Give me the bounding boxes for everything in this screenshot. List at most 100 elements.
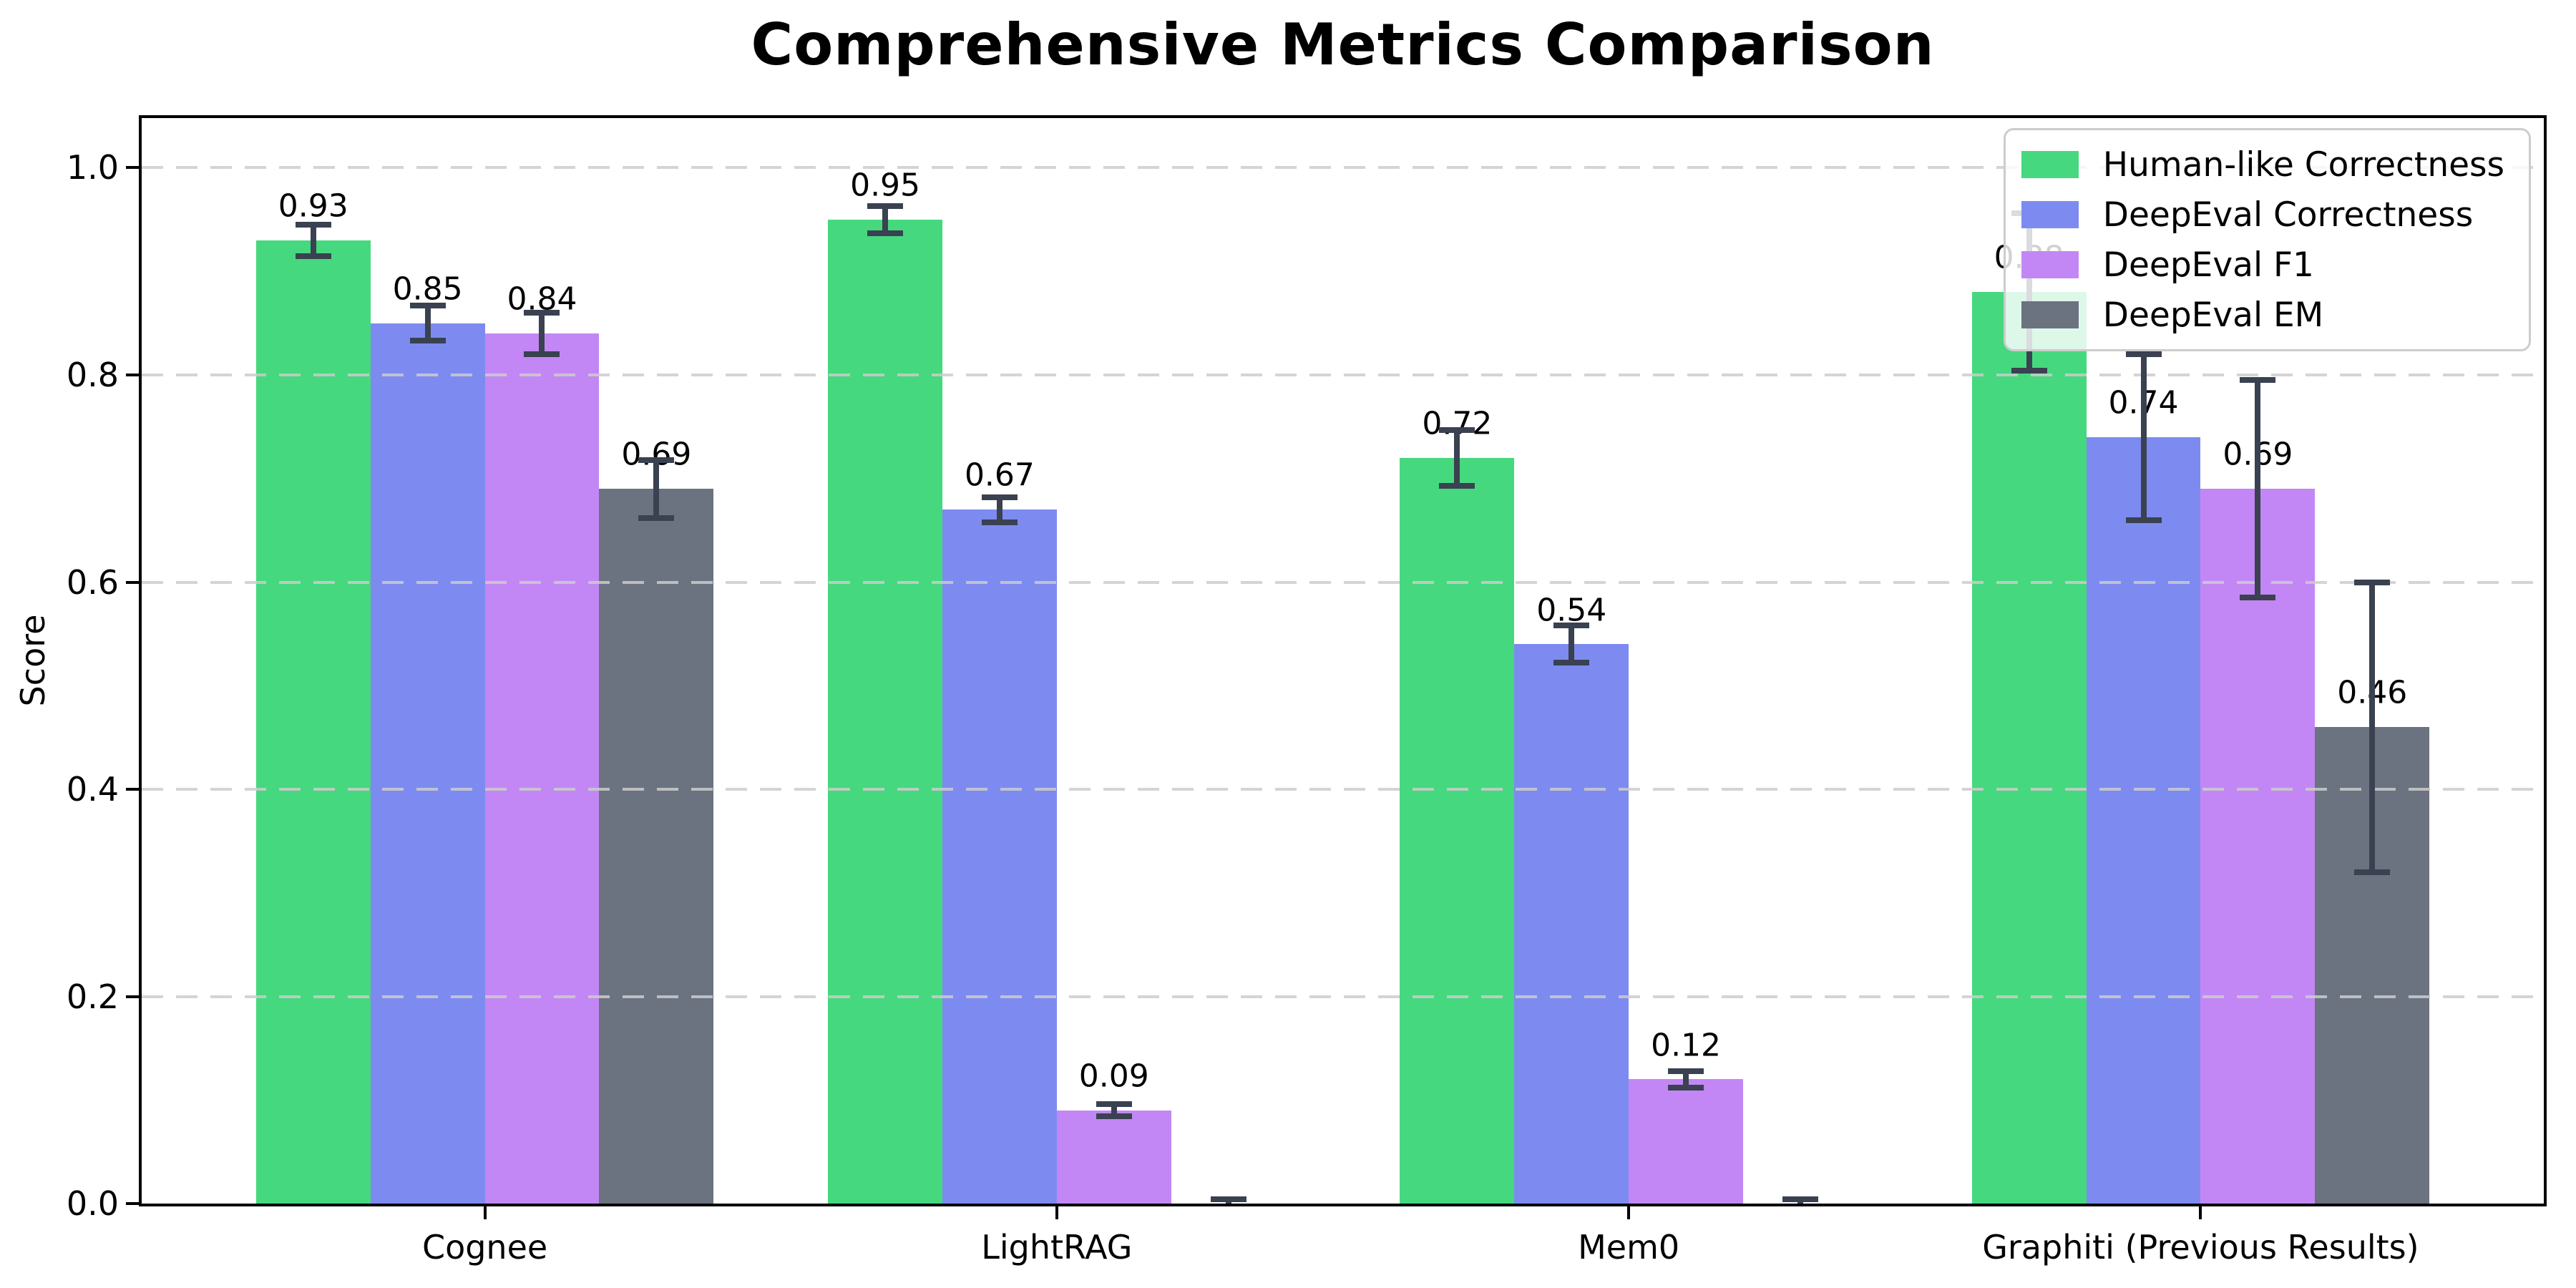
error-bar-cap-top xyxy=(981,494,1018,500)
error-bar-cap-bottom xyxy=(409,338,446,344)
legend-label: Human-like Correctness xyxy=(2102,145,2504,185)
x-tick-mark xyxy=(483,1206,487,1219)
gridline xyxy=(142,166,2544,170)
y-tick-mark xyxy=(126,374,139,376)
error-bar-cap-top xyxy=(295,222,331,228)
legend-label: DeepEval Correctness xyxy=(2102,195,2474,235)
bar xyxy=(1971,292,2087,1204)
error-bar xyxy=(539,313,545,355)
error-bar-cap-top xyxy=(2354,579,2391,585)
bar-value-label: 0.85 xyxy=(392,270,463,308)
error-bar-cap-top xyxy=(1439,426,1475,433)
error-bar xyxy=(996,497,1002,522)
bar xyxy=(942,509,1057,1204)
bar-value-label: 0.09 xyxy=(1078,1058,1149,1095)
error-bar-cap-bottom xyxy=(524,351,560,358)
legend-label: DeepEval EM xyxy=(2102,295,2324,335)
bar xyxy=(599,489,714,1204)
error-bar xyxy=(653,459,660,518)
error-bar-cap-top xyxy=(1096,1101,1132,1108)
bar-value-label: 0.95 xyxy=(850,167,921,204)
error-bar-cap-bottom xyxy=(1439,482,1475,489)
error-bar-cap-bottom xyxy=(2240,595,2276,601)
error-bar-cap-bottom xyxy=(1553,660,1590,666)
x-tick-label: LightRAG xyxy=(981,1228,1133,1267)
legend-item: DeepEval EM xyxy=(2021,292,2504,338)
error-bar-cap-bottom xyxy=(867,230,904,236)
error-bar-cap-bottom xyxy=(1096,1113,1132,1120)
y-tick-mark xyxy=(126,788,139,791)
error-bar-cap-top xyxy=(1668,1068,1704,1074)
legend-swatch xyxy=(2021,251,2079,278)
y-axis-title: Score xyxy=(14,614,52,707)
bar xyxy=(2200,489,2316,1204)
gridline xyxy=(142,580,2544,584)
error-bar-cap-top xyxy=(409,303,446,309)
error-bar-cap-bottom xyxy=(981,519,1018,525)
x-tick-label: Cognee xyxy=(421,1228,548,1267)
y-tick-mark xyxy=(126,995,139,998)
error-bar xyxy=(424,306,431,341)
legend-swatch xyxy=(2021,201,2079,228)
error-bar xyxy=(2140,354,2147,520)
error-bar xyxy=(2369,582,2376,872)
legend: Human-like Correctness DeepEval Correctne… xyxy=(2003,128,2531,351)
x-tick-mark xyxy=(1055,1206,1058,1219)
legend-swatch xyxy=(2021,301,2079,328)
error-bar-cap-bottom xyxy=(638,514,675,521)
y-tick-label: 1.0 xyxy=(66,148,119,187)
error-bar-cap-top xyxy=(867,203,904,210)
x-tick-label: Graphiti (Previous Results) xyxy=(1982,1228,2419,1267)
error-bar xyxy=(1568,625,1575,663)
bar xyxy=(2086,436,2201,1204)
y-tick-label: 0.4 xyxy=(66,770,119,809)
error-bar xyxy=(882,206,889,233)
y-tick-mark xyxy=(126,1202,139,1205)
plot-area: 0.930.950.720.880.850.670.540.740.840.09… xyxy=(67,115,2547,1267)
bar-value-label: 0.93 xyxy=(278,187,348,225)
bar xyxy=(1514,644,1629,1204)
legend-label: DeepEval F1 xyxy=(2102,245,2314,285)
error-bar-cap-bottom xyxy=(2011,368,2047,374)
bar-value-label: 0.54 xyxy=(1536,592,1607,629)
y-tick-mark xyxy=(126,166,139,170)
bar xyxy=(1629,1079,1743,1204)
gridline xyxy=(142,374,2544,376)
bar xyxy=(370,323,485,1204)
error-bar-cap-top xyxy=(1210,1196,1246,1203)
gridline xyxy=(142,788,2544,791)
bar xyxy=(255,240,371,1204)
y-tick-mark xyxy=(126,580,139,584)
legend-item: DeepEval F1 xyxy=(2021,242,2504,288)
error-bar xyxy=(2255,380,2261,598)
x-tick-label: Mem0 xyxy=(1578,1228,1680,1267)
error-bar-cap-top xyxy=(2125,351,2162,358)
legend-item: Human-like Correctness xyxy=(2021,142,2504,187)
bar xyxy=(1056,1110,1171,1204)
error-bar xyxy=(1111,1104,1117,1117)
error-bar-cap-bottom xyxy=(2354,869,2391,875)
gridline xyxy=(142,995,2544,998)
bar xyxy=(828,219,942,1204)
error-bar-cap-bottom xyxy=(1668,1084,1704,1091)
y-tick-label: 0.0 xyxy=(66,1184,119,1223)
error-bar xyxy=(1683,1070,1689,1088)
legend-swatch xyxy=(2021,151,2079,178)
chart-title: Comprehensive Metrics Comparison xyxy=(751,11,1935,78)
x-tick-mark xyxy=(2199,1206,2202,1219)
error-bar-cap-top xyxy=(1553,623,1590,629)
error-bar xyxy=(310,225,316,256)
error-bar-cap-bottom xyxy=(295,253,331,259)
bar xyxy=(1400,457,1515,1204)
y-tick-label: 0.2 xyxy=(66,977,119,1016)
x-tick-mark xyxy=(1627,1206,1631,1219)
y-tick-label: 0.6 xyxy=(66,562,119,602)
error-bar-cap-top xyxy=(2240,377,2276,384)
error-bar xyxy=(1454,429,1460,486)
error-bar-cap-top xyxy=(1782,1196,1818,1203)
legend-item: DeepEval Correctness xyxy=(2021,192,2504,238)
bar-value-label: 0.12 xyxy=(1651,1027,1722,1064)
error-bar-cap-top xyxy=(524,310,560,316)
y-tick-label: 0.8 xyxy=(66,356,119,394)
